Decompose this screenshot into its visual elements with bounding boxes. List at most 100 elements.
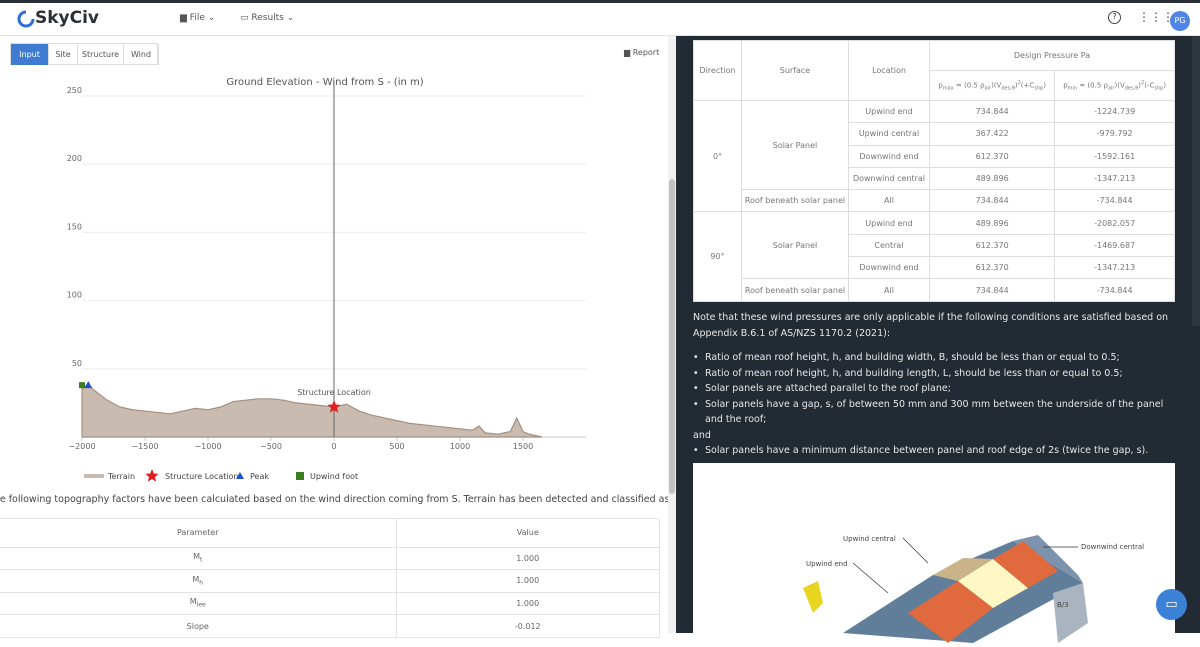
annotation: Structure Location: [297, 388, 371, 397]
top-bar: SkyCiv ▆ File ⌄ ▭ Results ⌄ ? ⋮⋮⋮ PG: [0, 0, 1200, 36]
factors-table: Parameter Value Mt 1.000 Mh 1.000 Mlee 1.000 Slo…: [0, 519, 659, 637]
value-cell: 1.000: [396, 569, 659, 592]
formula-part: = (0.5 ρ: [1077, 80, 1108, 89]
diagram-label: Downwind central: [1081, 543, 1144, 551]
apps-icon[interactable]: ⋮⋮⋮: [1138, 10, 1174, 24]
pressure-row: Downwind end 612.370 -1347.213: [694, 256, 1175, 280]
roof-ridge: [1013, 535, 1083, 583]
condition: • Ratio of mean roof height, h, and build…: [693, 366, 1183, 382]
x-tick-label: −500: [260, 442, 282, 451]
formula-part: des,θ: [1001, 85, 1015, 92]
factor-row: Slope -0.012: [0, 614, 659, 637]
formula-part: p: [938, 80, 943, 89]
condition: • Solar panels have a minimum distance be…: [693, 443, 1183, 459]
diagram-label: Upwind central: [843, 535, 896, 543]
pressure-cell: 489.896: [928, 211, 1056, 235]
condition: • Solar panels have a gap, s, of between …: [693, 397, 1183, 428]
x-tick-label: −1500: [131, 442, 158, 451]
formula-part: 2: [1141, 79, 1145, 86]
factors-card: Parameter Value Mt 1.000 Mh 1.000 Mlee 1.000 Slo…: [0, 518, 660, 638]
pressure-cell: -734.844: [1054, 189, 1175, 213]
tab[interactable]: Structure: [78, 44, 124, 65]
menu-label: Results: [251, 13, 284, 23]
formula-part: ): [1043, 80, 1046, 89]
pressure-cell: 612.370: [928, 256, 1056, 280]
panel-downwind: [993, 541, 1058, 588]
symbol: M: [192, 574, 200, 584]
bullet: •: [693, 367, 699, 379]
tab[interactable]: Wind: [124, 44, 159, 65]
star-marker: [327, 399, 341, 413]
x-tick-label: 1500: [513, 442, 533, 451]
leader: [902, 537, 929, 564]
legend-label: Upwind foot: [310, 472, 358, 481]
formula-part: = (0.5 ρ: [953, 80, 985, 89]
column-header: Parameter: [0, 519, 397, 547]
formula-part: shp: [1034, 85, 1044, 92]
report-button[interactable]: ▆ Report: [624, 48, 660, 57]
terrain-area: [81, 384, 543, 438]
menu-file[interactable]: ▆ File ⌄: [180, 13, 216, 23]
value-cell: 1.000: [396, 591, 659, 615]
formula-part: shp: [1154, 85, 1164, 92]
chat-button[interactable]: ▭: [1156, 589, 1187, 620]
roof-diagram: Upwind central Downwind central Upwind e…: [803, 535, 1144, 643]
intro-text: The following topography factors have be…: [0, 494, 694, 505]
foot-marker: [79, 382, 85, 389]
condition-text: Solar panels have a gap, s, of between 5…: [705, 398, 1164, 426]
pressure-cell: 734.844: [928, 189, 1056, 213]
x-tick-label: 1000: [450, 442, 470, 451]
tab[interactable]: Site: [49, 44, 78, 65]
parameter-cell: Mt: [0, 546, 397, 570]
pressure-row: Downwind end 612.370 -1592.161: [694, 144, 1175, 168]
help-icon[interactable]: ?: [1108, 11, 1121, 24]
formula-part: p: [1063, 80, 1068, 89]
y-tick-label: 250: [67, 86, 82, 95]
tab[interactable]: Input: [11, 44, 49, 65]
wind-arrow: [803, 581, 823, 613]
bullet: •: [693, 352, 699, 363]
leader: [852, 562, 889, 594]
parameter-cell: Mlee: [0, 591, 397, 615]
y-tick-label: 200: [67, 154, 82, 163]
bullet: •: [693, 398, 699, 410]
subscript: lee: [196, 602, 206, 610]
formula-part: air: [984, 85, 992, 92]
pressure-cell: 612.370: [928, 144, 1056, 168]
pressure-cell: -1347.213: [1054, 166, 1175, 191]
symbol: M: [193, 552, 201, 562]
avatar[interactable]: PG: [1170, 11, 1190, 31]
legend-label: Terrain: [107, 472, 135, 481]
formula-part: 2: [1017, 79, 1021, 86]
pressure-cell: Downwind end: [848, 144, 930, 168]
formula-part: min: [1067, 85, 1078, 92]
formula-part: des,θ: [1124, 85, 1139, 92]
pressure-cell: Downwind end: [848, 256, 930, 280]
surface-cell: Roof beneath solar panel: [741, 278, 849, 302]
pressure-cell: -1469.687: [1054, 233, 1175, 258]
formula-part: max: [942, 85, 954, 92]
factor-row: Mlee 1.000: [0, 591, 659, 615]
column-header: Location: [848, 40, 930, 101]
peak-marker: [84, 381, 93, 389]
formula-part: )(V: [991, 80, 1002, 89]
pressure-cell: -979.792: [1054, 122, 1175, 146]
value-cell: -0.012: [396, 614, 659, 637]
x-tick-label: 0: [331, 442, 336, 451]
wall: [1053, 583, 1088, 643]
pressure-row: Downwind central 489.896 -1347.213: [694, 166, 1175, 191]
formula-part: ): [1014, 80, 1018, 89]
column-header: Surface: [741, 40, 849, 101]
direction-cell: 0°: [693, 99, 742, 213]
menu-results[interactable]: ▭ Results ⌄: [240, 13, 295, 23]
y-tick-label: 50: [72, 359, 82, 368]
logo-icon: [17, 10, 35, 28]
pressure-cell: 612.370: [928, 233, 1056, 258]
column-header: Value: [516, 528, 539, 538]
conditions: • Ratio of mean roof height, h, and build…: [693, 350, 1183, 459]
legend-swatch: [84, 474, 104, 478]
formula-part: (-C: [1144, 80, 1155, 89]
panel-central: [958, 559, 1028, 608]
conjunction: and: [693, 429, 711, 441]
pressure-cell: Upwind central: [848, 122, 930, 146]
